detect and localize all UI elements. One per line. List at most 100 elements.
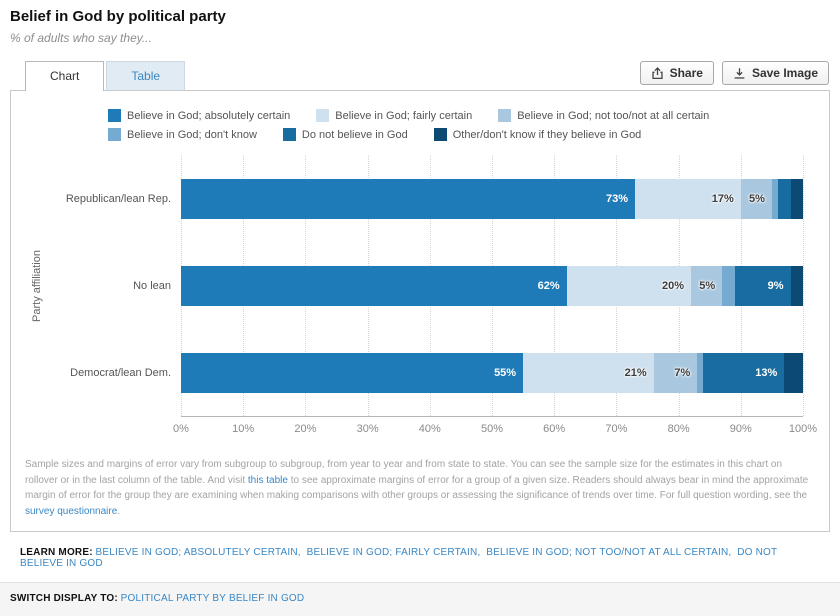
x-tick-label: 0% [173,423,189,435]
bar-row: Republican/lean Rep. 73% 17% 5% [23,178,803,219]
legend: Believe in God; absolutely certain Believ… [108,109,817,141]
bar-segment[interactable]: 62% [181,265,567,306]
x-tick-label: 80% [667,423,690,435]
legend-item: Do not believe in God [282,128,408,141]
learn-more-separator: , [477,547,481,558]
bar-value-label: 7% [674,367,691,380]
learn-more-row: LEARN MORE: BELIEVE IN GOD; ABSOLUTELY C… [20,547,820,569]
learn-more-link[interactable]: BELIEVE IN GOD; ABSOLUTELY CERTAIN [95,547,298,558]
legend-swatch [498,109,512,122]
footnote-link-questionnaire[interactable]: survey questionnaire [25,505,118,517]
page-title: Belief in God by political party [10,8,226,25]
share-icon [651,66,664,80]
x-tick-label: 70% [605,423,628,435]
bar-segment[interactable]: 20% [566,265,692,306]
bar-value-label: 73% [606,192,629,205]
bar-segment[interactable]: 7% [653,353,698,394]
learn-more-link[interactable]: BELIEVE IN GOD; FAIRLY CERTAIN [306,547,478,558]
switch-display-label: SWITCH DISPLAY TO: [10,593,118,604]
legend-swatch [433,128,447,141]
bar-segment[interactable] [722,265,735,306]
bar-segment[interactable] [790,265,803,306]
tab-bar: Chart Table Share Save [10,61,830,91]
bar-value-label: 55% [494,367,517,380]
save-image-button[interactable]: Save Image [721,61,829,85]
bar-value-label: 9% [767,279,784,292]
legend-label: Do not believe in God [301,128,408,141]
legend-item: Believe in God; fairly certain [316,109,472,122]
bar-segment[interactable]: 17% [635,178,741,219]
bar-segment[interactable]: 5% [740,178,772,219]
legend-item: Believe in God; don't know [108,128,257,141]
learn-more-links: BELIEVE IN GOD; ABSOLUTELY CERTAIN, BELIE… [20,547,777,569]
x-axis: 0% 10% 20% 30% 40% 50% 60% 70% 80% 90% 100% [173,417,817,439]
footnote-text-3: . [117,505,121,517]
chart-area: Party affiliation Republican/lean Rep. 73… [23,155,804,417]
footnote-link-table[interactable]: this table [247,474,288,486]
legend-item: Believe in God; not too/not at all certa… [498,109,709,122]
bar-segment[interactable] [784,353,803,394]
bar-value-label: 17% [711,192,734,205]
legend-label: Believe in God; don't know [127,128,257,141]
category-label: Republican/lean Rep. [65,192,171,205]
bar-segment[interactable]: 13% [703,353,785,394]
x-tick-label: 30% [356,423,379,435]
bar-segment[interactable] [790,178,803,219]
switch-display-row: SWITCH DISPLAY TO: POLITICAL PARTY BY BE… [0,582,840,616]
bar-row: No lean 62% 20% 5% 9% [23,265,803,306]
bar-value-label: 5% [699,279,716,292]
share-button[interactable]: Share [639,61,714,85]
bar-value-label: 62% [537,279,560,292]
bar-track: 62% 20% 5% 9% [181,265,803,306]
download-icon [733,67,746,80]
chart-panel: Believe in God; absolutely certain Believ… [10,90,830,532]
bar-value-label: 5% [748,192,765,205]
x-tick-label: 60% [543,423,566,435]
legend-label: Believe in God; absolutely certain [127,109,291,122]
bar-segment[interactable]: 55% [181,353,524,394]
category-label: No lean [133,279,171,292]
legend-swatch [282,128,296,141]
legend-label: Believe in God; not too/not at all certa… [517,109,710,122]
bar-segment[interactable]: 9% [734,265,791,306]
bar-track: 73% 17% 5% [181,178,803,219]
legend-row: Believe in God; don't know Do not believe… [108,128,817,141]
x-tick-label: 10% [232,423,255,435]
legend-swatch [316,109,330,122]
legend-row: Believe in God; absolutely certain Believ… [108,109,817,122]
bar-value-label: 20% [661,279,685,292]
learn-more-separator: , [297,547,301,558]
bar-segment[interactable]: 73% [181,178,636,219]
bar-segment[interactable]: 21% [523,353,654,394]
learn-more-link[interactable]: BELIEVE IN GOD; NOT TOO/NOT AT ALL CERTA… [486,547,729,558]
legend-swatch [108,128,121,141]
share-button-label: Share [669,66,703,80]
footnote-text-1: Sample sizes and margins of error vary f… [25,459,783,486]
bar-value-label: 21% [624,367,647,380]
learn-more-separator: , [728,547,732,558]
gridline [803,155,804,416]
page-content: Belief in God by political party % of ad… [10,8,830,569]
save-image-button-label: Save Image [751,66,818,80]
bar-segment[interactable] [771,178,779,219]
x-tick-label: 90% [729,423,752,435]
learn-more-link[interactable]: DO NOT BELIEVE IN GOD [20,547,778,569]
plot-column: Party affiliation Republican/lean Rep. 73… [23,155,817,439]
bar-value-label: 13% [755,367,778,380]
switch-display-link[interactable]: POLITICAL PARTY BY BELIEF IN GOD [120,593,305,604]
bar-track: 55% 21% 7% 13% [181,353,803,394]
footnote-text-2: to see approximate margins of error for … [25,474,809,502]
bar-segment[interactable] [697,353,704,394]
bar-segment[interactable] [778,178,791,219]
bar-segment[interactable]: 5% [691,265,723,306]
x-tick-label: 50% [480,423,504,435]
legend-label: Believe in God; fairly certain [335,109,473,122]
legend-item: Believe in God; absolutely certain [108,109,290,122]
tab-table[interactable]: Table [106,61,186,90]
toolbar: Share Save Image [639,61,830,90]
x-tick-label: 100% [788,423,818,435]
bar-rows: Republican/lean Rep. 73% 17% 5% No lean 62% 20… [23,155,803,417]
category-label: Democrat/lean Dem. [70,367,171,380]
tab-chart[interactable]: Chart [25,61,105,91]
x-tick-label: 40% [418,423,441,435]
